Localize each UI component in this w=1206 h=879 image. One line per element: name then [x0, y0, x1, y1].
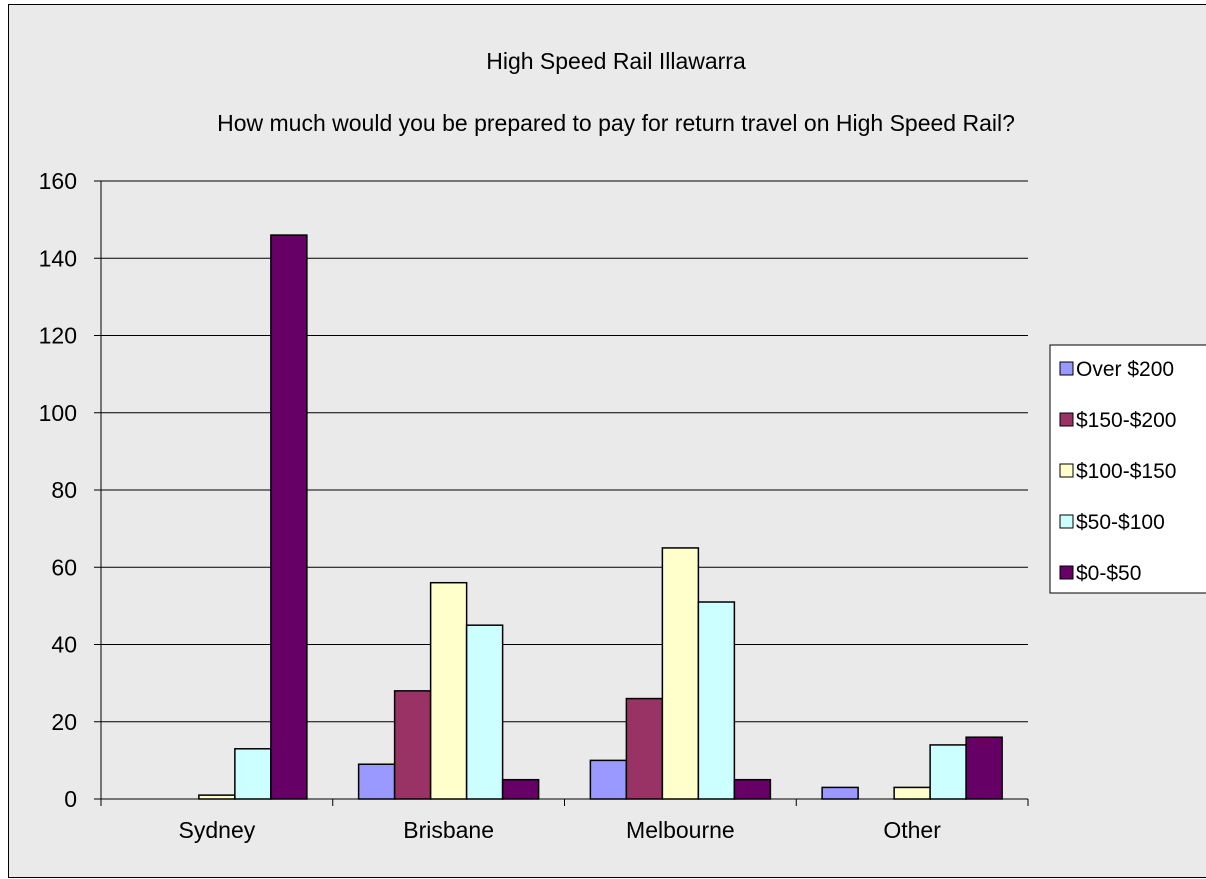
y-tick-label: 80 [51, 477, 77, 503]
bar [393, 690, 432, 800]
legend-label: $100-$150 [1076, 460, 1176, 483]
legend-swatch [1059, 412, 1074, 427]
chart-title: High Speed Rail Illawarra [486, 48, 746, 74]
bar [821, 786, 859, 800]
bar [965, 736, 1003, 800]
y-axis-ticks: 0 20 40 60 80 100 120 140 160 [39, 168, 101, 812]
bar [661, 547, 700, 800]
legend-label: $50-$100 [1076, 511, 1165, 534]
legend-label: $150-$200 [1076, 409, 1176, 432]
bar [929, 744, 967, 800]
legend-swatch [1059, 361, 1074, 376]
bar [465, 624, 504, 800]
bars [198, 234, 1003, 800]
legend-box [1049, 344, 1206, 594]
y-tick-label: 140 [39, 245, 77, 271]
y-tick-label: 60 [51, 554, 77, 580]
bar [733, 778, 772, 800]
legend-label: $0-$50 [1076, 562, 1141, 585]
y-tick-label: 0 [64, 786, 77, 812]
bar [234, 748, 272, 800]
y-tick-label: 20 [51, 709, 77, 735]
bar [429, 581, 468, 800]
x-tick-label: Brisbane [403, 817, 494, 843]
bar [625, 697, 664, 800]
chart-svg: High Speed Rail Illawarra How much would… [39, 48, 1206, 843]
x-axis-ticks: Sydney Brisbane Melbourne Other [100, 799, 1029, 843]
y-tick-label: 120 [39, 323, 77, 349]
gridlines [101, 180, 1028, 723]
y-tick-label: 160 [39, 168, 77, 194]
x-tick-label: Melbourne [626, 817, 735, 843]
bar [589, 759, 628, 800]
bar [270, 234, 308, 800]
x-tick-label: Sydney [179, 817, 256, 843]
legend-swatch [1059, 514, 1074, 529]
legend-swatch [1059, 565, 1074, 580]
chart-area: High Speed Rail Illawarra How much would… [8, 4, 1206, 878]
y-tick-label: 100 [39, 400, 77, 426]
bar [697, 601, 736, 800]
y-tick-label: 40 [51, 632, 77, 658]
chart-subtitle: How much would you be prepared to pay fo… [217, 110, 1015, 136]
bar [893, 786, 931, 800]
x-tick-label: Other [883, 817, 941, 843]
bar [198, 794, 236, 800]
legend: Over $200 $150-$200 $100-$150 $50-$100 $0-$5… [1049, 344, 1206, 594]
legend-label: Over $200 [1076, 358, 1174, 381]
bar [357, 763, 396, 800]
bar [501, 778, 540, 800]
legend-swatch [1059, 463, 1074, 478]
